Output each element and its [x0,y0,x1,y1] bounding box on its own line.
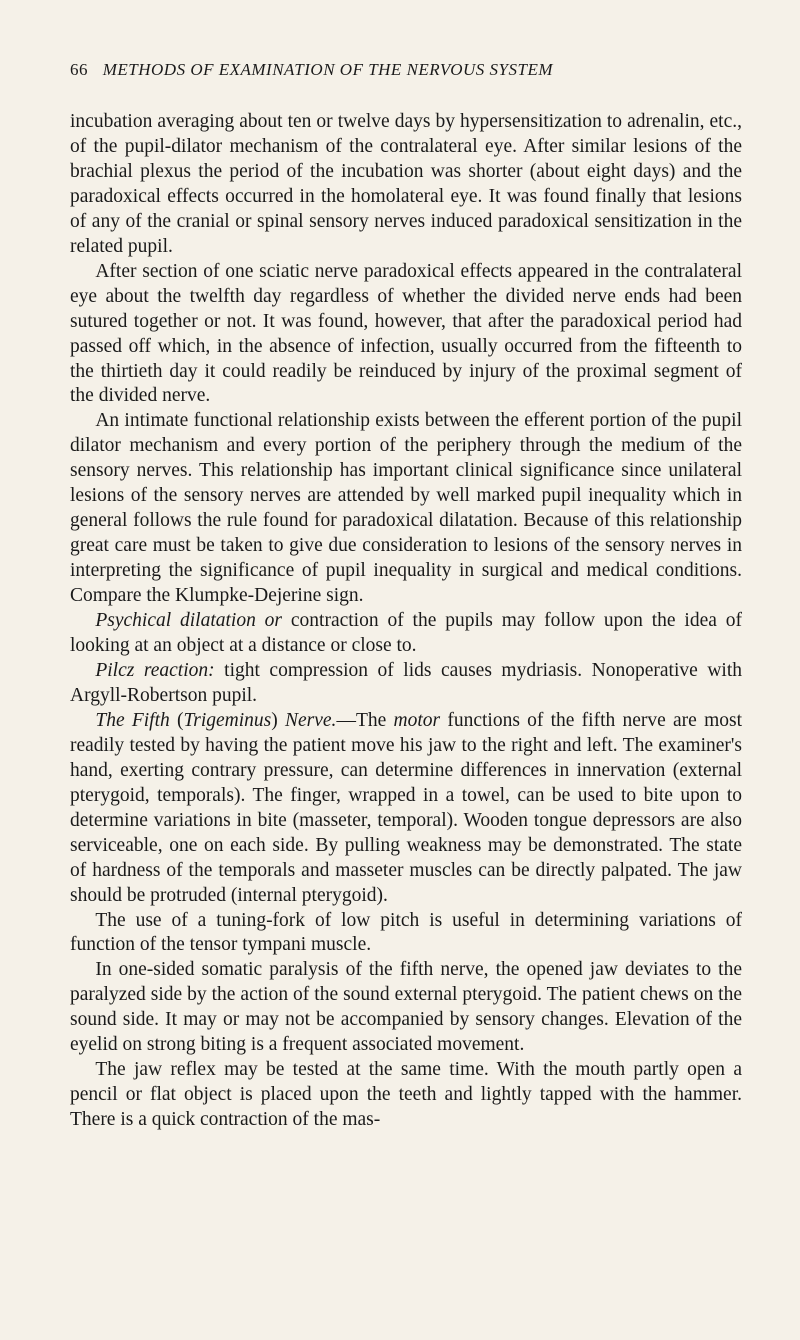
body-paragraph: An intimate functional relationship exis… [70,409,742,609]
italic-phrase: motor [394,710,441,731]
body-paragraph: Pilcz reaction: tight compression of lid… [70,659,742,709]
body-paragraph: The use of a tuning-fork of low pitch is… [70,909,742,959]
italic-phrase: Nerve. [285,710,336,731]
body-paragraph: Psychical dilatation or contraction of t… [70,609,742,659]
page-number: 66 [70,60,88,79]
body-paragraph: The Fifth (Trigeminus) Nerve.—The motor … [70,709,742,909]
body-paragraph: In one-sided somatic paralysis of the fi… [70,958,742,1058]
page-header: 66 METHODS OF EXAMINATION OF THE NERVOUS… [70,60,742,80]
italic-phrase: Trigeminus [183,710,271,731]
italic-phrase: Psychical dilatation or [95,610,282,631]
page: 66 METHODS OF EXAMINATION OF THE NERVOUS… [0,0,800,1203]
body-paragraph: incubation averaging about ten or twelve… [70,110,742,260]
italic-phrase: The Fifth [95,710,169,731]
body-text: functions of the fifth nerve are most re… [70,710,742,906]
body-paragraph: After section of one sciatic nerve parad… [70,260,742,410]
italic-phrase: Pilcz reaction: [95,660,214,681]
body-paragraph: The jaw reflex may be tested at the same… [70,1058,742,1133]
body-text: —The [336,710,393,731]
body-text: ) [271,710,285,731]
body-text: ( [170,710,184,731]
header-title: METHODS OF EXAMINATION OF THE NERVOUS SY… [103,60,553,79]
